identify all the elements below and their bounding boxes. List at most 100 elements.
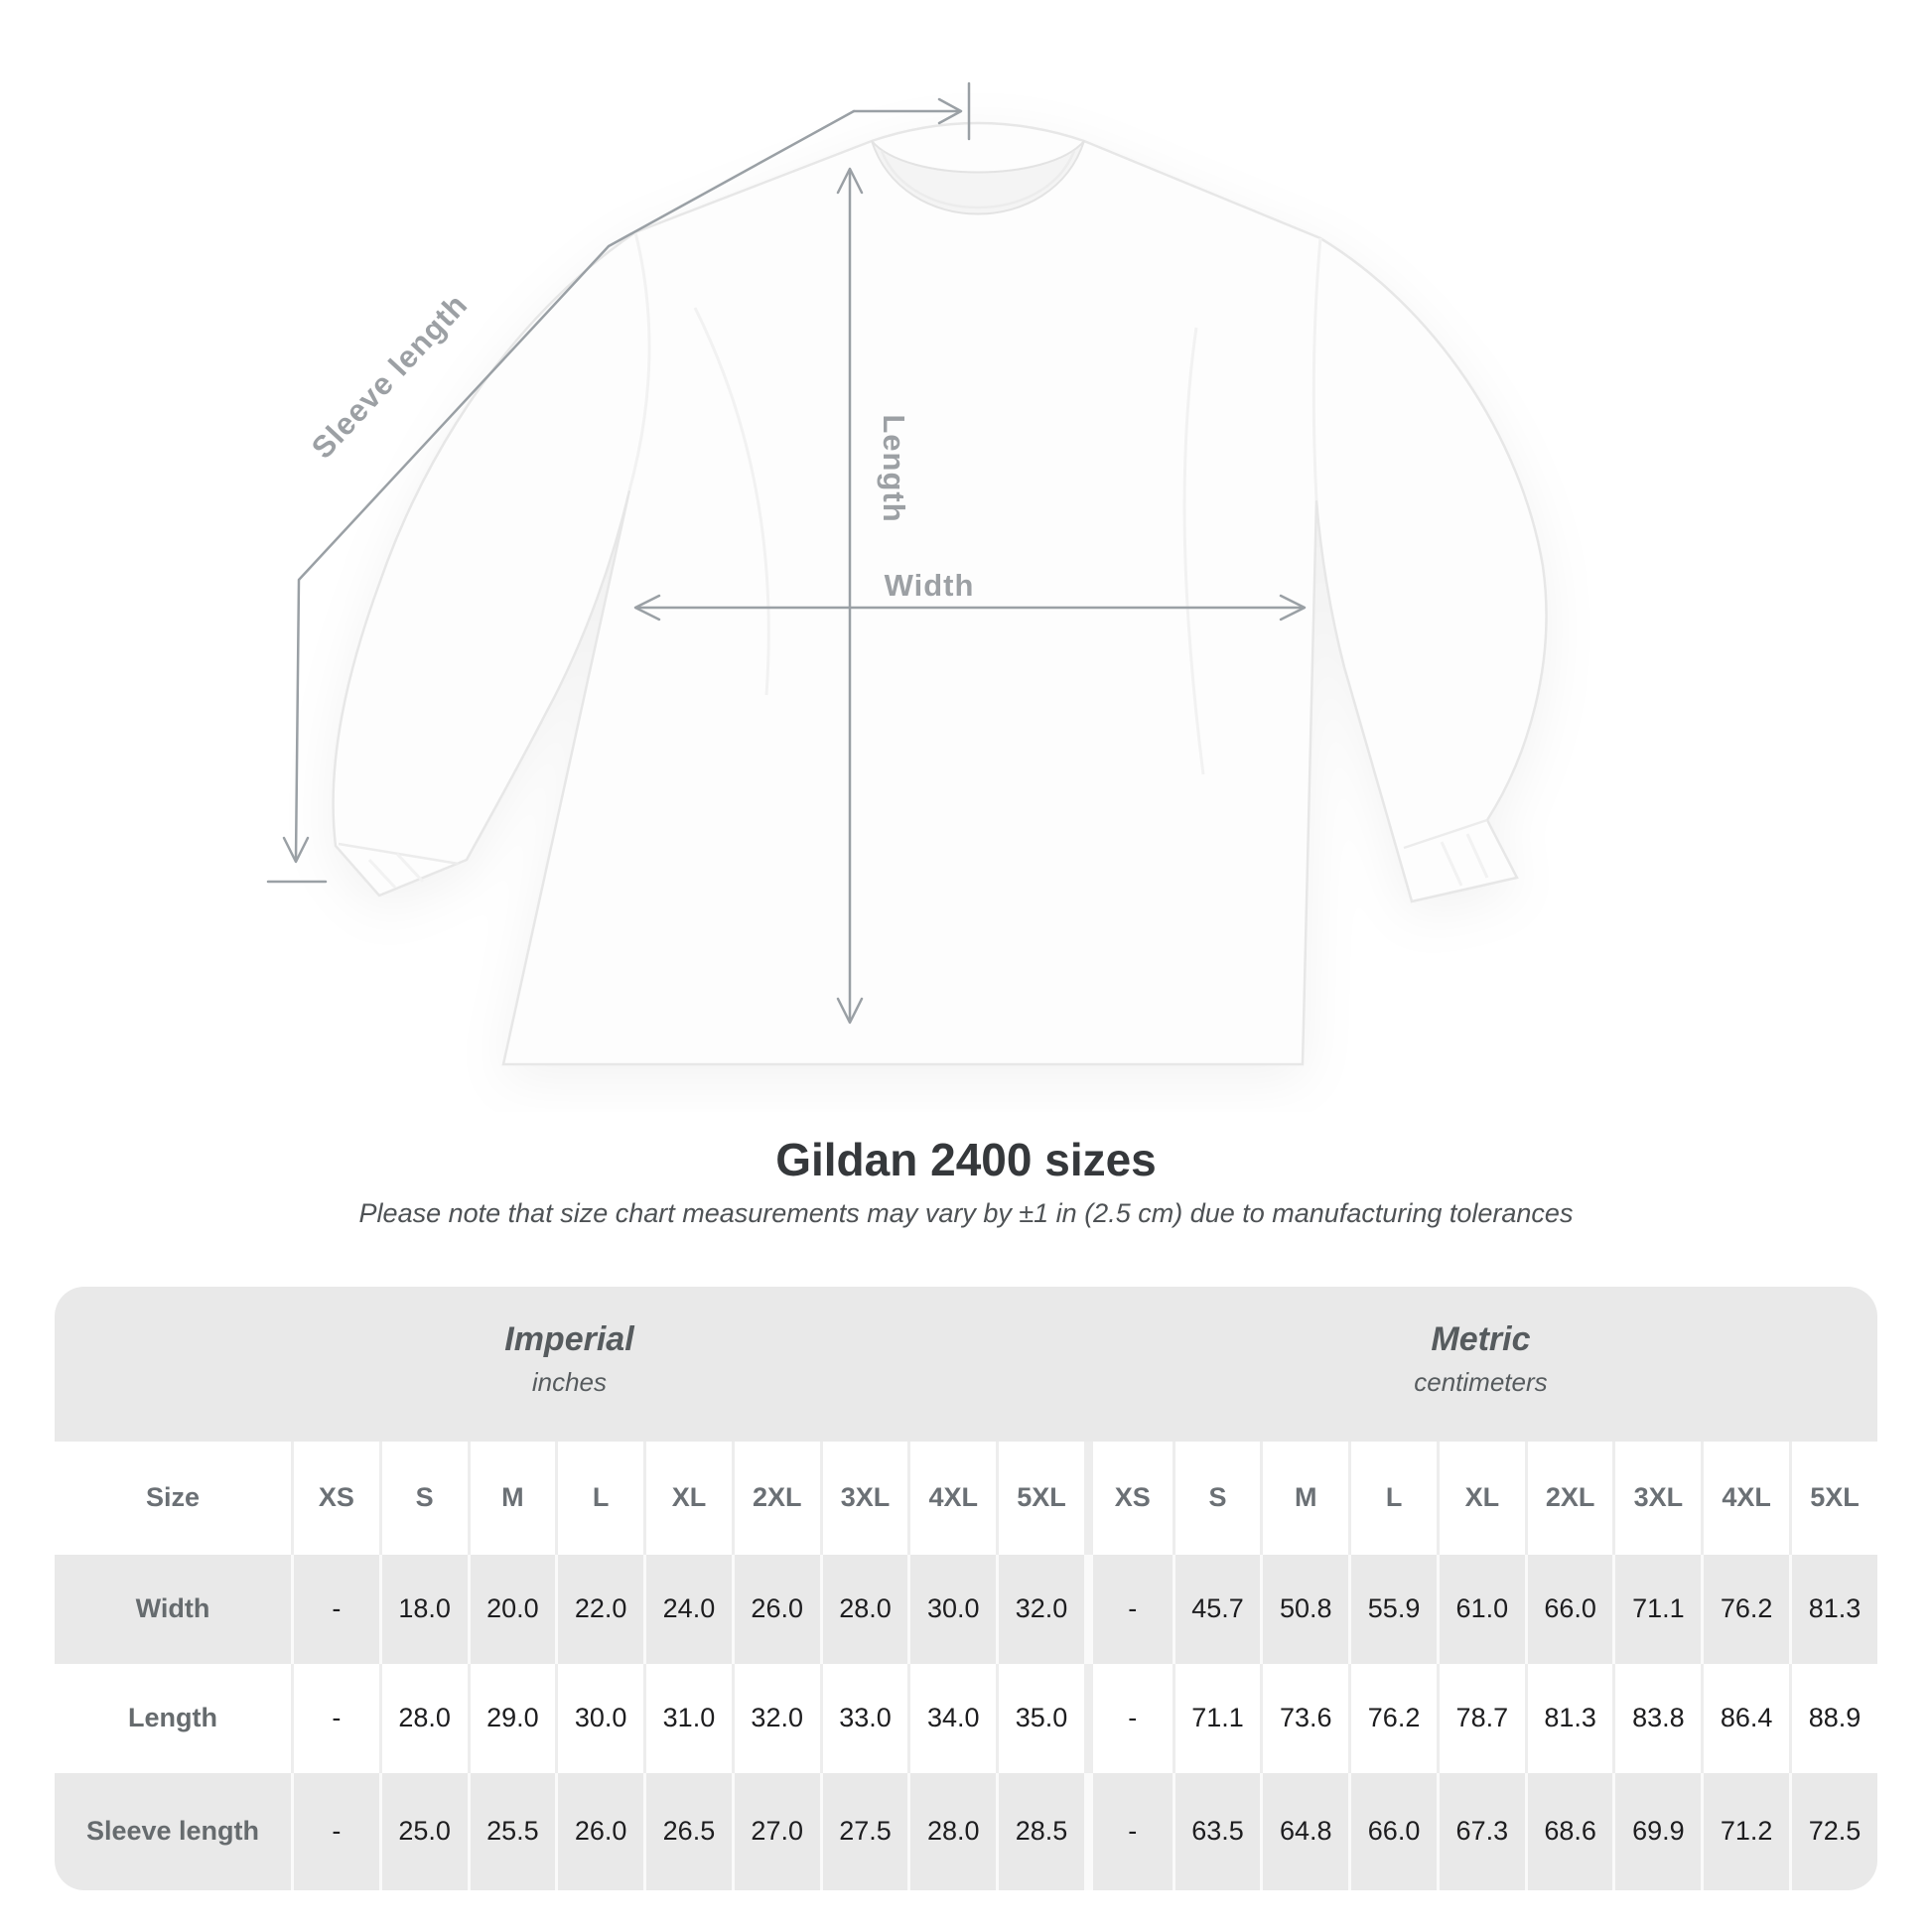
width-imperial-value: 18.0 — [378, 1554, 468, 1664]
sleeve-imperial-value: 26.0 — [555, 1772, 644, 1890]
width-arrowhead-right — [1279, 594, 1307, 621]
imperial-size-header: 2XL — [731, 1441, 820, 1555]
length-metric-value: 81.3 — [1524, 1663, 1613, 1773]
sleeve-metric-value: - — [1083, 1772, 1173, 1890]
width-metric-value: 61.0 — [1436, 1554, 1525, 1664]
tolerance-note: Please note that size chart measurements… — [358, 1197, 1574, 1228]
width-metric-value: 45.7 — [1172, 1554, 1261, 1664]
left-armhole-seam — [627, 231, 651, 491]
shirt-silhouette — [332, 121, 1548, 1066]
width-imperial-value: 30.0 — [907, 1554, 997, 1664]
sleeve-metric-value: 63.5 — [1172, 1772, 1261, 1890]
sleeve-length-path — [294, 109, 856, 862]
right-armhole-seam — [1311, 237, 1322, 501]
metric-size-header: XS — [1083, 1441, 1173, 1555]
size-table: Imperial inches Metric centimeters Size … — [55, 1286, 1877, 1890]
imperial-size-header: XL — [643, 1441, 732, 1555]
sleeve-imperial-value: 26.5 — [643, 1772, 732, 1890]
length-imperial-value: 31.0 — [643, 1663, 732, 1773]
sleeve-length-arrowhead-right — [937, 97, 963, 125]
length-imperial-value: 30.0 — [555, 1663, 644, 1773]
width-imperial-value: 24.0 — [643, 1554, 732, 1664]
width-metric-value: 50.8 — [1260, 1554, 1349, 1664]
left-cuff-ribs — [367, 852, 425, 890]
width-metric-value: 71.1 — [1612, 1554, 1702, 1664]
length-imperial-value: 33.0 — [819, 1663, 908, 1773]
sleeve-imperial-value: 28.5 — [996, 1772, 1084, 1890]
length-imperial-value: 35.0 — [996, 1663, 1084, 1773]
length-imperial-value: - — [291, 1663, 379, 1773]
row-label: Width — [55, 1554, 291, 1664]
metric-unit: centimeters — [1414, 1366, 1548, 1397]
shirt-illustration — [332, 121, 1548, 1066]
length-metric-value: 73.6 — [1260, 1663, 1349, 1773]
length-imperial-value: 28.0 — [378, 1663, 468, 1773]
length-metric-value: 88.9 — [1789, 1663, 1877, 1773]
imperial-size-header: XS — [291, 1441, 379, 1555]
collar-rib-seam — [880, 150, 1076, 209]
sleeve-metric-value: 67.3 — [1436, 1772, 1525, 1890]
metric-size-header: M — [1260, 1441, 1349, 1555]
length-imperial-value: 29.0 — [467, 1663, 556, 1773]
sleeve-metric-value: 66.0 — [1348, 1772, 1437, 1890]
imperial-size-header: M — [467, 1441, 556, 1555]
metric-unit-header: Metric centimeters — [1083, 1286, 1877, 1442]
width-imperial-value: 28.0 — [819, 1554, 908, 1664]
length-metric-value: 71.1 — [1172, 1663, 1261, 1773]
length-arrowhead-down — [836, 997, 864, 1025]
width-metric-value: 76.2 — [1701, 1554, 1790, 1664]
fabric-crease-left — [693, 307, 770, 696]
length-metric-value: 86.4 — [1701, 1663, 1790, 1773]
sleeve-metric-value: 71.2 — [1701, 1772, 1790, 1890]
length-imperial-value: 34.0 — [907, 1663, 997, 1773]
metric-size-header: 3XL — [1612, 1441, 1702, 1555]
row-label: Length — [55, 1663, 291, 1773]
sleeve-imperial-value: 28.0 — [907, 1772, 997, 1890]
imperial-label: Imperial — [504, 1319, 634, 1358]
shirt-size-diagram: Sleeve length Length Width — [266, 81, 1548, 1066]
metric-size-header: XL — [1436, 1441, 1525, 1555]
length-metric-value: - — [1083, 1663, 1173, 1773]
width-metric-value: - — [1083, 1554, 1173, 1664]
metric-label: Metric — [1431, 1319, 1531, 1358]
imperial-unit: inches — [531, 1366, 608, 1397]
width-metric-value: 81.3 — [1789, 1554, 1877, 1664]
page-title: Gildan 2400 sizes — [775, 1134, 1157, 1185]
metric-size-header: 2XL — [1524, 1441, 1613, 1555]
sleeve-metric-value: 72.5 — [1789, 1772, 1877, 1890]
width-row: Width - 18.0 20.0 22.0 24.0 26.0 28.0 30… — [55, 1554, 1877, 1664]
sleeve-imperial-value: 27.5 — [819, 1772, 908, 1890]
length-metric-value: 76.2 — [1348, 1663, 1437, 1773]
imperial-size-header: L — [555, 1441, 644, 1555]
length-imperial-value: 32.0 — [731, 1663, 820, 1773]
width-imperial-value: 32.0 — [996, 1554, 1084, 1664]
sleeve-metric-value: 64.8 — [1260, 1772, 1349, 1890]
imperial-size-header: S — [378, 1441, 468, 1555]
sleeve-length-arrowhead-down — [282, 836, 310, 864]
length-metric-value: 83.8 — [1612, 1663, 1702, 1773]
fabric-crease-right — [1182, 327, 1205, 775]
width-imperial-value: 20.0 — [467, 1554, 556, 1664]
metric-size-header: L — [1348, 1441, 1437, 1555]
imperial-size-header: 3XL — [819, 1441, 908, 1555]
length-label: Length — [877, 414, 911, 522]
right-cuff-ribs — [1440, 833, 1489, 887]
width-imperial-value: 26.0 — [731, 1554, 820, 1664]
length-metric-value: 78.7 — [1436, 1663, 1525, 1773]
sleeve-imperial-value: - — [291, 1772, 379, 1890]
length-arrowhead-up — [836, 167, 864, 195]
width-imperial-value: - — [291, 1554, 379, 1664]
row-label: Sleeve length — [55, 1772, 291, 1890]
sleeve-imperial-value: 27.0 — [731, 1772, 820, 1890]
sleeve-imperial-value: 25.0 — [378, 1772, 468, 1890]
width-label: Width — [885, 568, 975, 603]
sleeve-imperial-value: 25.5 — [467, 1772, 556, 1890]
sleeve-metric-value: 69.9 — [1612, 1772, 1702, 1890]
metric-size-header: 4XL — [1701, 1441, 1790, 1555]
sleeve-metric-value: 68.6 — [1524, 1772, 1613, 1890]
width-metric-value: 55.9 — [1348, 1554, 1437, 1664]
imperial-unit-header: Imperial inches — [55, 1286, 1084, 1442]
sleeve-length-row: Sleeve length - 25.0 25.5 26.0 26.5 27.0… — [55, 1772, 1877, 1890]
size-header-row: Size XS S M L XL 2XL 3XL 4XL 5XL XS S M … — [55, 1441, 1877, 1555]
width-arrowhead-left — [633, 594, 661, 621]
